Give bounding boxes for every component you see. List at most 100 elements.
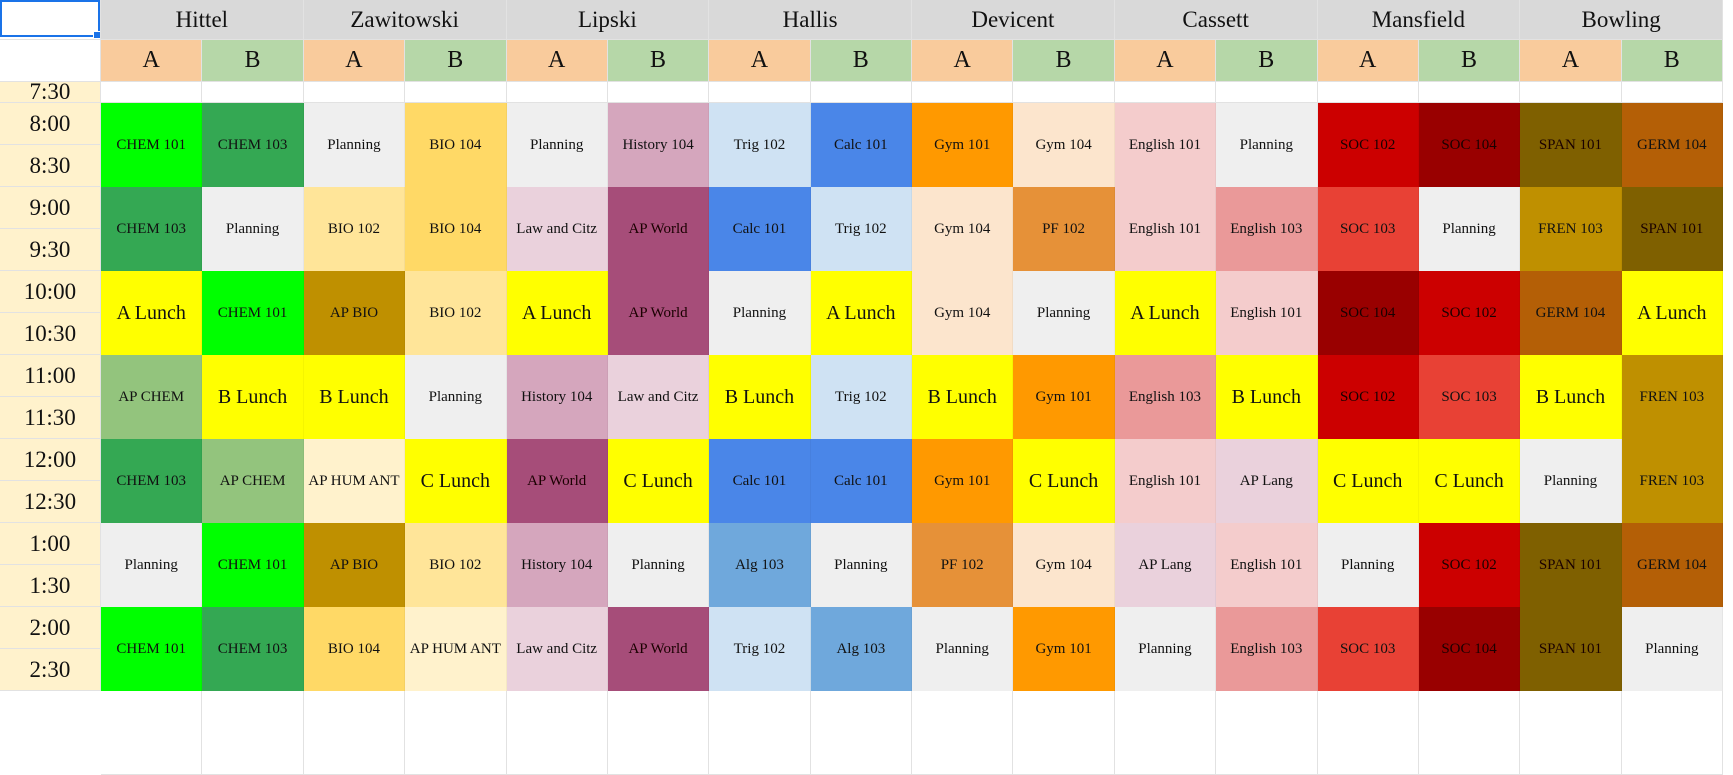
class-cell[interactable]: Gym 104 xyxy=(1013,523,1115,607)
time-label[interactable]: 8:30 xyxy=(0,145,101,187)
class-cell[interactable]: FREN 103 xyxy=(1520,187,1622,271)
class-cell[interactable]: SPAN 101 xyxy=(1520,523,1622,607)
fill-handle[interactable] xyxy=(93,31,100,39)
class-cell[interactable]: Gym 101 xyxy=(1013,355,1115,439)
time-label[interactable]: 12:30 xyxy=(0,481,101,523)
class-cell[interactable]: Planning xyxy=(1216,103,1318,187)
class-cell[interactable]: SOC 103 xyxy=(1317,607,1419,691)
empty-cell[interactable] xyxy=(1520,82,1622,103)
empty-cell[interactable] xyxy=(0,40,101,82)
class-cell[interactable]: A Lunch xyxy=(810,271,912,355)
class-cell[interactable]: Law and Citz xyxy=(607,355,710,439)
class-cell[interactable]: SPAN 101 xyxy=(1520,103,1622,187)
class-cell[interactable]: BIO 102 xyxy=(405,523,507,607)
time-label[interactable]: 1:00 xyxy=(0,523,101,565)
class-cell[interactable]: AP BIO xyxy=(303,271,406,355)
class-cell[interactable]: AP Lang xyxy=(1216,439,1318,523)
class-cell[interactable]: English 103 xyxy=(1216,607,1318,691)
time-label[interactable]: 12:00 xyxy=(0,439,101,481)
class-cell[interactable]: Trig 102 xyxy=(709,103,811,187)
time-label[interactable]: 10:30 xyxy=(0,313,101,355)
empty-cell[interactable] xyxy=(1317,691,1419,775)
class-cell[interactable]: C Lunch xyxy=(607,439,710,523)
class-cell[interactable]: A Lunch xyxy=(1114,271,1217,355)
class-cell[interactable]: CHEM 101 xyxy=(101,103,203,187)
class-cell[interactable]: Planning xyxy=(1520,439,1622,523)
class-cell[interactable]: SOC 104 xyxy=(1418,103,1521,187)
class-cell[interactable]: A Lunch xyxy=(101,271,203,355)
class-cell[interactable]: Law and Citz xyxy=(506,607,608,691)
time-label[interactable]: 2:30 xyxy=(0,649,101,691)
class-cell[interactable]: CHEM 103 xyxy=(101,439,203,523)
class-cell[interactable]: SOC 102 xyxy=(1317,355,1419,439)
teacher-header[interactable]: Mansfield xyxy=(1317,0,1521,40)
class-cell[interactable]: SOC 102 xyxy=(1317,103,1419,187)
empty-cell[interactable] xyxy=(1317,82,1419,103)
teacher-header[interactable]: Bowling xyxy=(1520,0,1723,40)
empty-cell[interactable] xyxy=(1216,82,1318,103)
class-cell[interactable]: English 101 xyxy=(1114,187,1217,271)
class-cell[interactable]: AP World xyxy=(607,607,710,691)
class-cell[interactable]: Planning xyxy=(1114,607,1217,691)
time-label[interactable]: 7:30 xyxy=(0,82,101,103)
class-cell[interactable]: B Lunch xyxy=(303,355,406,439)
class-cell[interactable]: Alg 103 xyxy=(810,607,912,691)
empty-cell[interactable] xyxy=(1013,691,1115,775)
day-a-header[interactable]: A xyxy=(506,40,608,82)
class-cell[interactable]: Planning xyxy=(810,523,912,607)
class-cell[interactable]: B Lunch xyxy=(202,355,304,439)
class-cell[interactable]: BIO 102 xyxy=(303,187,406,271)
class-cell[interactable]: SOC 103 xyxy=(1418,355,1521,439)
class-cell[interactable]: English 101 xyxy=(1114,103,1217,187)
time-label[interactable]: 10:00 xyxy=(0,271,101,313)
empty-cell[interactable] xyxy=(405,82,507,103)
class-cell[interactable]: B Lunch xyxy=(912,355,1014,439)
empty-cell[interactable] xyxy=(709,82,811,103)
class-cell[interactable]: GERM 104 xyxy=(1621,523,1723,607)
empty-cell[interactable] xyxy=(405,691,507,775)
time-label[interactable]: 1:30 xyxy=(0,565,101,607)
class-cell[interactable]: English 101 xyxy=(1216,271,1318,355)
empty-cell[interactable] xyxy=(1418,691,1521,775)
class-cell[interactable]: A Lunch xyxy=(1621,271,1723,355)
class-cell[interactable]: AP BIO xyxy=(303,523,406,607)
class-cell[interactable]: SOC 102 xyxy=(1418,523,1521,607)
class-cell[interactable]: GERM 104 xyxy=(1520,271,1622,355)
class-cell[interactable]: Planning xyxy=(607,523,710,607)
class-cell[interactable]: FREN 103 xyxy=(1621,439,1723,523)
class-cell[interactable]: AP World xyxy=(506,439,608,523)
class-cell[interactable]: B Lunch xyxy=(1520,355,1622,439)
class-cell[interactable]: BIO 104 xyxy=(405,103,507,187)
class-cell[interactable]: CHEM 101 xyxy=(202,271,304,355)
day-a-header[interactable]: A xyxy=(1114,40,1217,82)
empty-cell[interactable] xyxy=(101,82,203,103)
class-cell[interactable]: AP World xyxy=(607,271,710,355)
empty-cell[interactable] xyxy=(506,691,608,775)
time-label[interactable]: 2:00 xyxy=(0,607,101,649)
class-cell[interactable]: AP HUM ANT xyxy=(405,607,507,691)
class-cell[interactable]: Trig 102 xyxy=(810,187,912,271)
empty-cell[interactable] xyxy=(1418,82,1521,103)
day-b-header[interactable]: B xyxy=(1418,40,1521,82)
class-cell[interactable]: Planning xyxy=(303,103,406,187)
class-cell[interactable]: CHEM 103 xyxy=(202,103,304,187)
time-label[interactable]: 9:00 xyxy=(0,187,101,229)
class-cell[interactable]: Calc 101 xyxy=(810,103,912,187)
selected-cell[interactable] xyxy=(0,0,101,40)
day-b-header[interactable]: B xyxy=(405,40,507,82)
day-b-header[interactable]: B xyxy=(1216,40,1318,82)
empty-cell[interactable] xyxy=(607,82,710,103)
class-cell[interactable]: SOC 104 xyxy=(1317,271,1419,355)
day-a-header[interactable]: A xyxy=(1520,40,1622,82)
class-cell[interactable]: C Lunch xyxy=(1418,439,1521,523)
class-cell[interactable]: English 101 xyxy=(1114,439,1217,523)
class-cell[interactable]: Planning xyxy=(506,103,608,187)
class-cell[interactable]: Planning xyxy=(1621,607,1723,691)
class-cell[interactable]: History 104 xyxy=(506,523,608,607)
class-cell[interactable]: C Lunch xyxy=(1317,439,1419,523)
teacher-header[interactable]: Cassett xyxy=(1114,0,1318,40)
class-cell[interactable]: Trig 102 xyxy=(709,607,811,691)
class-cell[interactable]: English 101 xyxy=(1216,523,1318,607)
class-cell[interactable]: Planning xyxy=(709,271,811,355)
class-cell[interactable]: CHEM 103 xyxy=(101,187,203,271)
